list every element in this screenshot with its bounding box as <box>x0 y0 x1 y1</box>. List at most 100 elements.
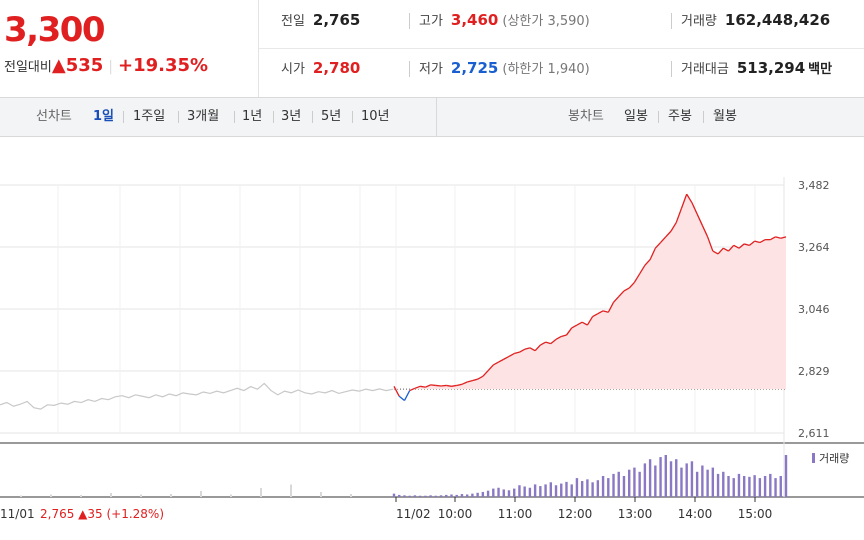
price-line-segment <box>430 384 436 387</box>
volume-bar <box>290 484 292 497</box>
line-chart-header: 선차트 <box>36 109 72 124</box>
volume-bar <box>320 492 322 497</box>
volume-bar <box>476 492 479 497</box>
volume-bar <box>497 487 500 497</box>
volume-bar <box>675 459 678 497</box>
volume-bar <box>455 494 458 497</box>
volume-bar <box>622 476 626 497</box>
volume-bar <box>680 467 683 497</box>
volume-bar <box>737 473 741 497</box>
stats-row: 전일 2,765 고가 3,460 (상한가 3,590) 거래량 162,448,42… <box>259 0 864 49</box>
high-price: 고가 3,460 (상한가 3,590) <box>409 0 590 48</box>
trade-amount: 거래대금 513,294 백만 <box>671 48 832 96</box>
price-line-segment <box>717 247 724 255</box>
price-line-segment <box>409 387 416 392</box>
price-line-segment <box>618 290 625 298</box>
volume-bar <box>523 486 526 497</box>
low-price: 저가 2,725 (하한가 1,940) <box>409 48 590 96</box>
y-tick-label: 2,611 <box>798 427 830 440</box>
volume-bar <box>429 495 432 497</box>
volume-bar <box>774 478 777 497</box>
tab-1d[interactable]: 1일 <box>93 109 115 124</box>
price-line-segment <box>420 385 426 388</box>
price-line-segment <box>540 341 546 346</box>
volume-bar <box>706 469 709 497</box>
y-tick-label: 3,046 <box>798 303 830 316</box>
volume-bar <box>465 494 469 497</box>
volume-bar <box>617 471 620 497</box>
price-line-segment <box>780 236 787 239</box>
volume-bar <box>722 471 725 497</box>
divider <box>273 111 274 123</box>
price-line-segment <box>744 243 750 246</box>
volume-bar <box>701 465 704 497</box>
volume-bar <box>460 494 464 497</box>
volume-bar <box>539 486 542 497</box>
price-line-segment <box>728 244 735 252</box>
price-line-segment <box>592 313 599 318</box>
volume-bar <box>471 493 474 497</box>
price-line-segment <box>545 341 551 345</box>
volume-bar <box>80 495 82 497</box>
y-tick-label: 2,829 <box>798 365 830 378</box>
volume-bar <box>601 476 605 497</box>
volume-bar <box>398 494 401 497</box>
change-row: 전일대비▲535 | +19.35% <box>4 55 208 76</box>
price-line-segment <box>467 379 473 383</box>
stats-row: 시가 2,780 저가 2,725 (하한가 1,940) 거래대금 513,294 백만 <box>259 48 864 96</box>
y-tick-label: 3,482 <box>798 179 830 192</box>
current-price: 3,300 <box>4 10 106 50</box>
price-line-segment <box>550 338 557 345</box>
volume-bar <box>518 485 521 497</box>
tab-10y[interactable]: 10년 <box>361 109 390 124</box>
up-triangle-icon: ▲ <box>51 55 66 76</box>
price-line-segment <box>414 385 421 389</box>
x-tick-label: 14:00 <box>678 507 713 521</box>
volume-bar <box>685 463 688 497</box>
volume-bar <box>445 494 448 497</box>
x-tick-label: 11:00 <box>498 507 533 521</box>
divider: | <box>108 59 113 75</box>
prev-close: 전일 2,765 <box>281 11 361 29</box>
price-line-segment <box>514 351 520 355</box>
volume-bar <box>408 495 411 497</box>
price-line-segment <box>571 324 578 329</box>
divider <box>123 111 124 123</box>
tab-1y[interactable]: 1년 <box>242 109 263 124</box>
volume-bar <box>544 484 547 497</box>
price-chart: 3,482 3,264 3,046 2,829 2,611 거래량 11/02 10:00 11… <box>0 177 864 521</box>
tab-1w[interactable]: 1주일 <box>133 109 166 124</box>
volume-bar <box>748 476 751 497</box>
price-line-segment <box>722 247 729 252</box>
volume-bar <box>664 455 667 497</box>
tab-3m[interactable]: 3개월 <box>187 109 220 124</box>
price-line-segment <box>508 352 515 357</box>
quote-stats: 전일 2,765 고가 3,460 (상한가 3,590) 거래량 162,448,42… <box>259 0 864 97</box>
price-line-segment <box>555 335 562 340</box>
volume-bar <box>560 483 563 497</box>
price-line-segment <box>446 384 452 387</box>
volume-bar <box>533 484 537 497</box>
volume-bar <box>758 478 762 497</box>
volume-bar <box>575 478 579 497</box>
price-line-segment <box>440 384 447 387</box>
prev-day-date: 11/01 <box>0 507 35 521</box>
volume-bar <box>779 476 782 497</box>
price-line-segment <box>435 384 442 387</box>
tab-3y[interactable]: 3년 <box>281 109 302 124</box>
volume-bar <box>570 484 573 497</box>
volume-bar <box>549 482 552 497</box>
tab-monthly-candle[interactable]: 월봉 <box>713 109 737 124</box>
price-line-segment <box>586 316 594 326</box>
prev-day-close: 2,765 ▲35 (+1.28%) <box>40 507 164 521</box>
tab-5y[interactable]: 5년 <box>321 109 342 124</box>
price-line-segment <box>706 236 714 252</box>
tab-daily-candle[interactable]: 일봉 <box>624 109 648 124</box>
price-line-segment <box>519 348 525 353</box>
price-line-segment <box>770 236 776 241</box>
price-line-segment <box>749 240 756 246</box>
volume-bar <box>753 475 756 497</box>
tab-weekly-candle[interactable]: 주봉 <box>668 109 692 124</box>
change-amount: 535 <box>65 55 104 76</box>
price-line-segment <box>623 287 630 292</box>
